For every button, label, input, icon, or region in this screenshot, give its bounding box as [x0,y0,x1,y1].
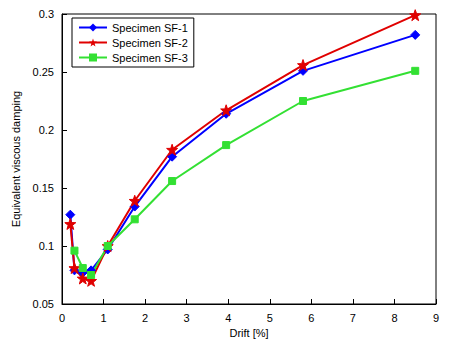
svg-text:0: 0 [59,312,65,324]
svg-text:Specimen SF-2: Specimen SF-2 [112,37,188,49]
svg-text:5: 5 [267,312,273,324]
svg-text:0.1: 0.1 [39,240,54,252]
svg-text:Drift [%]: Drift [%] [229,327,268,339]
svg-text:0.15: 0.15 [33,182,54,194]
svg-text:0.2: 0.2 [39,124,54,136]
svg-text:6: 6 [308,312,314,324]
svg-text:0.25: 0.25 [33,66,54,78]
svg-text:4: 4 [225,312,231,324]
svg-text:Equivalent viscous damping: Equivalent viscous damping [10,91,22,227]
svg-text:Specimen SF-3: Specimen SF-3 [112,52,188,64]
svg-text:2: 2 [142,312,148,324]
svg-text:0.3: 0.3 [39,8,54,20]
svg-text:7: 7 [350,312,356,324]
svg-text:9: 9 [433,312,439,324]
svg-text:8: 8 [391,312,397,324]
svg-text:0.05: 0.05 [33,298,54,310]
svg-text:3: 3 [184,312,190,324]
svg-text:1: 1 [100,312,106,324]
svg-text:Specimen SF-1: Specimen SF-1 [112,22,188,34]
